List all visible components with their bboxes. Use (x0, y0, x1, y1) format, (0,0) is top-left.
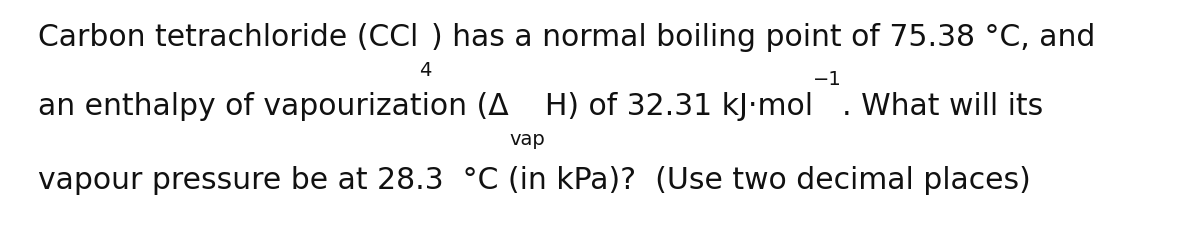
Text: . What will its: . What will its (841, 92, 1043, 120)
Text: ) has a normal boiling point of 75.38 °C, and: ) has a normal boiling point of 75.38 °C… (431, 23, 1096, 52)
Text: vapour pressure be at 28.3  °C (in kPa)?  (Use two decimal places): vapour pressure be at 28.3 °C (in kPa)? … (38, 165, 1031, 194)
Text: vap: vap (509, 129, 545, 148)
Text: 4: 4 (419, 61, 431, 79)
Text: Carbon tetrachloride (CCl: Carbon tetrachloride (CCl (38, 23, 419, 52)
Text: an enthalpy of vapourization (Δ: an enthalpy of vapourization (Δ (38, 92, 509, 120)
Text: H) of 32.31 kJ·mol: H) of 32.31 kJ·mol (545, 92, 812, 120)
Text: −1: −1 (812, 70, 841, 89)
